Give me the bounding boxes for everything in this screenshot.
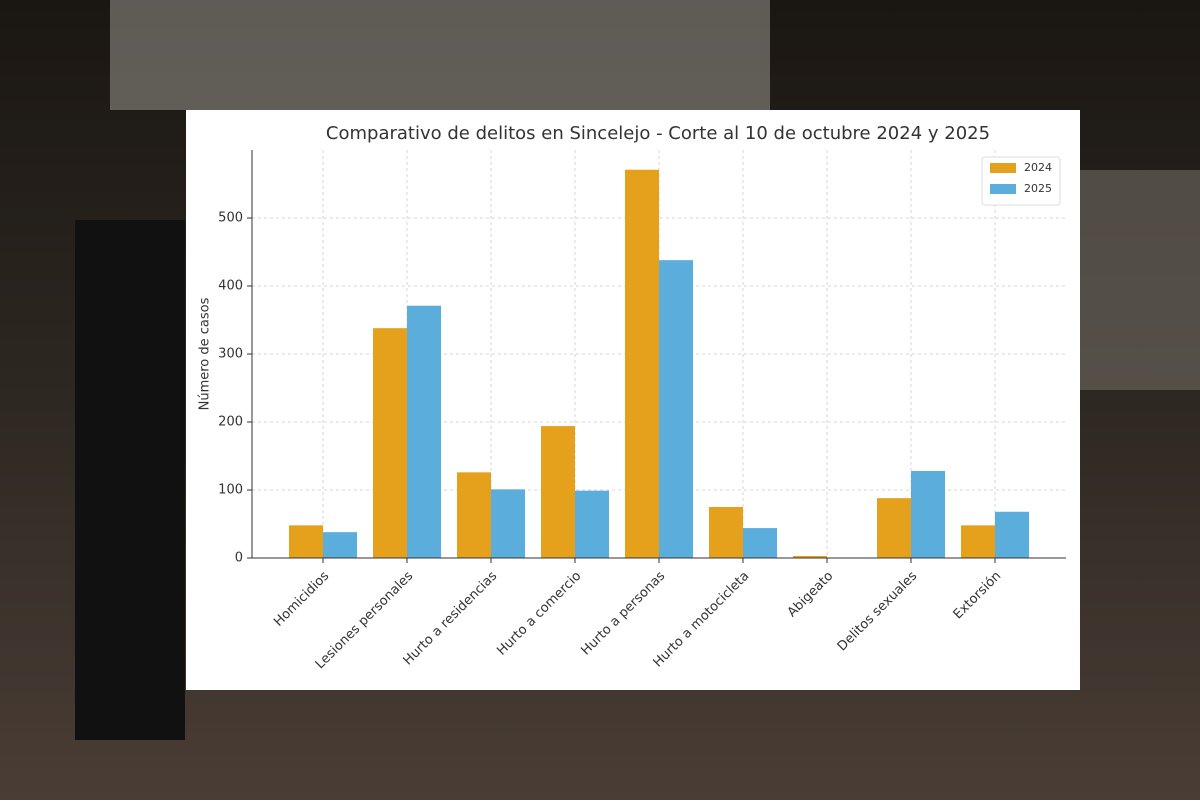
wall bbox=[1080, 170, 1200, 390]
y-tick-label: 200 bbox=[218, 415, 243, 430]
legend-swatch bbox=[990, 163, 1016, 173]
y-tick-label: 500 bbox=[218, 211, 243, 226]
chart-title: Comparativo de delitos en Sincelejo - Co… bbox=[326, 123, 990, 144]
bar bbox=[659, 260, 693, 558]
y-tick-label: 0 bbox=[235, 551, 243, 566]
y-tick-label: 100 bbox=[218, 483, 243, 498]
bar bbox=[793, 555, 827, 558]
y-tick-label: 400 bbox=[218, 279, 243, 294]
bar bbox=[709, 507, 743, 558]
bar bbox=[961, 525, 995, 558]
y-tick-label: 300 bbox=[218, 347, 243, 362]
legend-label: 2024 bbox=[1024, 161, 1052, 174]
bar bbox=[323, 532, 357, 558]
bar bbox=[575, 490, 609, 558]
bar bbox=[289, 525, 323, 558]
legend-swatch bbox=[990, 184, 1016, 194]
bar bbox=[541, 426, 575, 558]
bar bbox=[491, 489, 525, 558]
legend-label: 2025 bbox=[1024, 182, 1052, 195]
bar bbox=[373, 328, 407, 558]
bar bbox=[877, 498, 911, 558]
building bbox=[110, 0, 770, 110]
y-axis-label: Número de casos bbox=[198, 297, 213, 410]
bar bbox=[995, 511, 1029, 558]
bar bbox=[625, 169, 659, 558]
bar bbox=[743, 528, 777, 558]
police-figure bbox=[75, 220, 185, 740]
bar bbox=[407, 305, 441, 558]
bar bbox=[457, 472, 491, 558]
bar bbox=[911, 470, 945, 558]
